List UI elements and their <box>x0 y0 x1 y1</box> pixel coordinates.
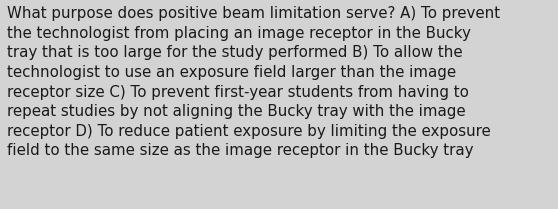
Text: What purpose does positive beam limitation serve? A) To prevent
the technologist: What purpose does positive beam limitati… <box>7 6 501 158</box>
